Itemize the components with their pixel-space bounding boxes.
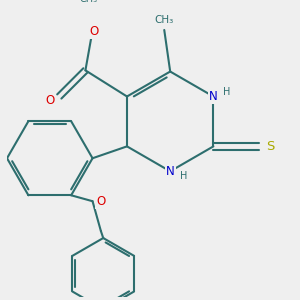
Text: N: N	[166, 165, 175, 178]
Text: O: O	[45, 94, 54, 106]
Text: CH₃: CH₃	[80, 0, 98, 4]
Text: S: S	[266, 140, 275, 153]
Text: N: N	[209, 90, 218, 103]
Text: O: O	[96, 195, 106, 208]
Text: H: H	[224, 87, 231, 97]
Text: H: H	[180, 171, 188, 181]
Text: CH₃: CH₃	[154, 16, 174, 26]
Text: O: O	[89, 25, 98, 38]
